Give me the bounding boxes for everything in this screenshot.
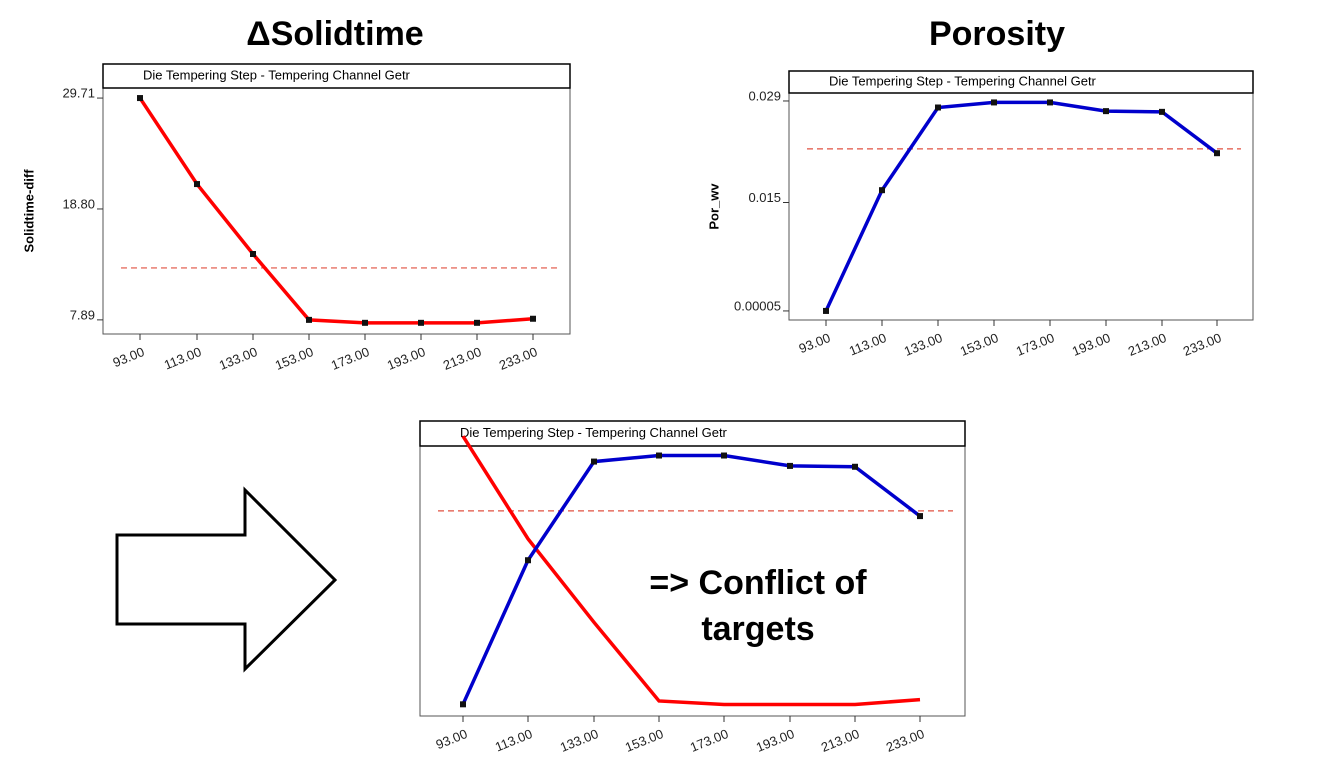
x-tick-label: 153.00 [623, 726, 665, 755]
data-point [1159, 108, 1165, 115]
data-point [917, 513, 923, 520]
plot-frame [102, 87, 571, 335]
data-point [787, 462, 793, 469]
y-tick-label: 29.71 [62, 86, 95, 101]
data-line [138, 97, 534, 325]
x-tick-label: 133.00 [902, 330, 944, 359]
data-point [474, 319, 480, 326]
data-point [194, 181, 200, 188]
data-point [591, 458, 597, 465]
data-point [460, 701, 466, 708]
data-line [461, 435, 921, 707]
chart-title: ΔSolidtime [246, 15, 423, 53]
data-point [418, 319, 424, 326]
x-tick-label: 213.00 [1126, 330, 1168, 359]
y-tick-label: 18.80 [62, 196, 95, 211]
y-axis-label: Solidtime-diff [21, 169, 36, 253]
arrow [115, 486, 338, 673]
annotation: => Conflict of [649, 564, 867, 602]
header-box [788, 70, 1254, 94]
x-tick-label: 93.00 [434, 726, 470, 752]
data-point [852, 463, 858, 470]
data-point [1214, 150, 1220, 157]
data-line [461, 453, 922, 706]
x-tick-label: 193.00 [1070, 330, 1112, 359]
x-tick-label: 213.00 [819, 726, 861, 755]
x-tick-label: 113.00 [493, 726, 535, 754]
x-tick-label: 233.00 [884, 726, 926, 755]
data-point [879, 187, 885, 194]
y-tick-label: 0.015 [748, 190, 781, 205]
x-tick-label: 93.00 [111, 344, 147, 370]
data-point [137, 95, 143, 102]
data-point [525, 557, 531, 564]
data-point [721, 452, 727, 459]
plot-frame [788, 92, 1254, 321]
x-tick-label: 233.00 [1181, 330, 1223, 359]
x-tick-label: 153.00 [273, 344, 315, 373]
plot-frame [419, 445, 966, 717]
data-point [362, 319, 368, 326]
x-tick-label: 173.00 [1014, 330, 1056, 359]
x-tick-label: 193.00 [385, 344, 427, 373]
data-point [530, 315, 536, 322]
data-line [824, 100, 1219, 312]
chart-subtitle: Die Tempering Step - Tempering Channel G… [143, 67, 411, 82]
y-tick-label: 0.00005 [734, 298, 781, 313]
x-tick-label: 113.00 [847, 330, 889, 358]
x-tick-label: 213.00 [441, 344, 483, 373]
x-tick-label: 193.00 [754, 726, 796, 755]
data-point [823, 307, 829, 314]
chart-subtitle: Die Tempering Step - Tempering Channel G… [829, 73, 1097, 88]
data-point [1103, 108, 1109, 115]
data-point [1047, 99, 1053, 106]
x-tick-label: 153.00 [958, 330, 1000, 359]
chart-subtitle: Die Tempering Step - Tempering Channel G… [460, 425, 728, 440]
header-box [102, 63, 571, 89]
y-tick-label: 0.029 [748, 88, 781, 103]
header-box [419, 420, 966, 447]
x-tick-label: 113.00 [162, 344, 204, 372]
x-tick-label: 173.00 [329, 344, 371, 373]
x-tick-label: 233.00 [497, 344, 539, 373]
chart-title: Porosity [929, 15, 1065, 53]
annotation: targets [701, 610, 814, 648]
x-tick-label: 133.00 [217, 344, 259, 373]
data-point [656, 452, 662, 459]
data-point [250, 250, 256, 257]
x-tick-label: 173.00 [688, 726, 730, 755]
x-tick-label: 93.00 [797, 330, 833, 356]
data-point [935, 104, 941, 111]
data-point [991, 99, 997, 106]
x-tick-label: 133.00 [558, 726, 600, 755]
y-axis-label: Por_wv [706, 183, 721, 230]
data-point [306, 316, 312, 323]
y-tick-label: 7.89 [70, 307, 95, 322]
